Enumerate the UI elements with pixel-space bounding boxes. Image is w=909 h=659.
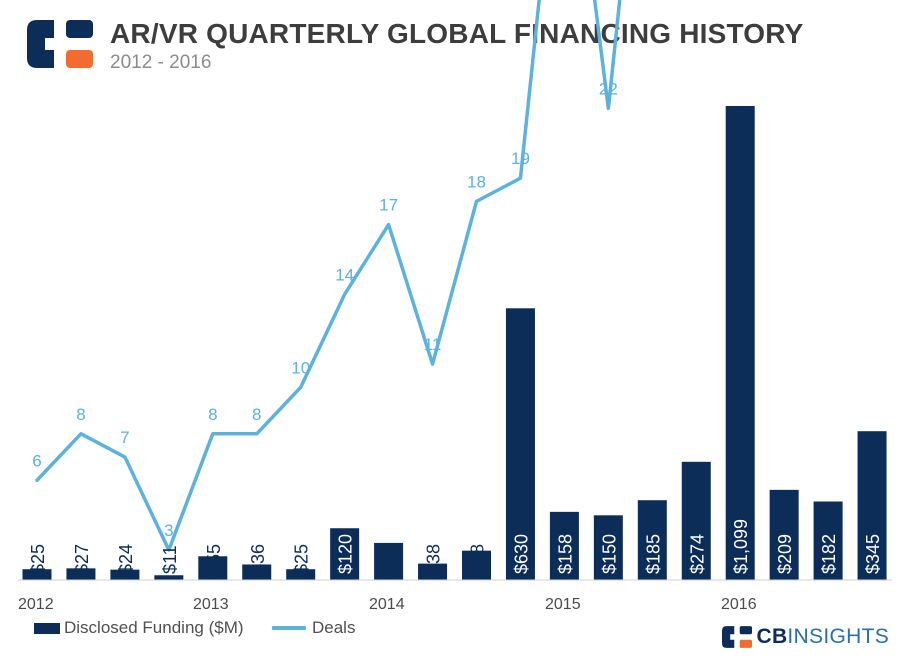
funding-bar-label: $1,099: [731, 519, 751, 574]
funding-bar-label: $25: [292, 544, 312, 574]
funding-bar-label: $345: [863, 534, 883, 574]
funding-bar: [66, 568, 96, 580]
year-label: 2012: [18, 596, 54, 613]
funding-bar: [505, 308, 535, 580]
funding-bar-label: $182: [819, 534, 839, 574]
funding-bar: [110, 569, 140, 580]
brand-logo-icon: [722, 626, 753, 648]
funding-bar-label: $120: [336, 534, 356, 574]
funding-bar: [330, 528, 360, 580]
legend-deals-swatch: [272, 626, 306, 630]
funding-bar-label: $38: [424, 544, 444, 574]
funding-bar-label: $11: [160, 545, 180, 574]
funding-bar: [286, 569, 316, 580]
funding-bar: [593, 515, 623, 580]
legend-funding: Disclosed Funding ($M): [34, 618, 244, 638]
deals-point-label: 18: [467, 172, 486, 191]
year-label: 2013: [193, 596, 229, 613]
deals-point-label: 14: [335, 265, 354, 284]
cb-insights-logo: [27, 20, 93, 68]
brand-strong: CB: [756, 625, 788, 648]
legend-funding-swatch: [34, 622, 60, 634]
logo-c-shape: [27, 20, 54, 68]
funding-bar: [681, 461, 711, 580]
deals-point-label: 17: [379, 196, 398, 215]
chart-subtitle: 2012 - 2016: [110, 52, 212, 73]
bars-layer: [22, 106, 887, 580]
labels-layer: $25 $27 $24 $11 $55 $36 $25 $120 $86 $38 $68 $630 $1…: [28, 79, 883, 574]
brand-light: INSIGHTS: [787, 625, 889, 648]
chart-header: AR/VR QUARTERLY GLOBAL FINANCING HISTORY…: [0, 0, 909, 80]
legend-funding-label: Disclosed Funding ($M): [64, 618, 244, 637]
brand-wordmark: CBINSIGHTS: [756, 625, 889, 649]
deals-line-layer: [35, 0, 622, 552]
deals-point-label: 8: [252, 405, 261, 424]
funding-bar-label: $630: [511, 534, 531, 574]
funding-bar: [769, 489, 799, 580]
funding-bar-label: $158: [555, 534, 575, 574]
funding-bar: [549, 511, 579, 580]
funding-bar: [462, 550, 491, 580]
funding-bar: [198, 556, 228, 580]
deals-point-label: 8: [76, 405, 85, 424]
funding-bar-label: $185: [643, 534, 663, 574]
funding-bar: [637, 500, 667, 580]
year-label: 2016: [721, 596, 757, 613]
deals-point-label: 22: [599, 79, 618, 98]
funding-bar-label: $209: [775, 534, 795, 574]
deals-point-label: 7: [120, 428, 129, 447]
year-label: 2015: [545, 596, 581, 613]
funding-bar-label: $24: [116, 544, 136, 574]
funding-bar: [154, 575, 184, 580]
funding-bar-label: $36: [248, 544, 268, 574]
logo-bottom-right-block: [66, 50, 93, 68]
deals-point-label: 3: [164, 521, 173, 540]
deals-point-label: 10: [291, 358, 310, 377]
deals-point-label: 6: [32, 451, 41, 470]
funding-bar-label: $274: [687, 534, 707, 574]
year-label: 2014: [369, 596, 405, 613]
funding-bar: [374, 542, 404, 580]
logo-top-right-block: [66, 20, 93, 38]
funding-bar: [813, 501, 843, 580]
funding-bar: [725, 106, 755, 580]
funding-bar: [857, 431, 887, 580]
funding-bar-label: $27: [72, 544, 92, 574]
legend-deals: Deals: [272, 618, 355, 638]
deals-point-label: 19: [511, 149, 530, 168]
funding-bar-label: $68: [468, 544, 488, 574]
deals-point-label: 8: [208, 405, 217, 424]
funding-bar-label: $55: [204, 544, 224, 574]
cb-insights-brand: CBINSIGHTS: [722, 625, 889, 649]
deals-line: [35, 0, 622, 552]
year-labels-layer: 2012 2013 2014 2015 2016: [18, 596, 757, 613]
chart-title: AR/VR QUARTERLY GLOBAL FINANCING HISTORY: [110, 18, 804, 49]
funding-bar: [242, 564, 272, 580]
deals-point-label: 11: [424, 335, 442, 354]
funding-bar-label: $150: [599, 534, 619, 574]
funding-bar: [22, 569, 52, 580]
funding-bar-label: $25: [28, 544, 48, 574]
funding-bar: [418, 563, 448, 580]
legend-deals-label: Deals: [312, 618, 356, 637]
funding-bar-label: $86: [380, 544, 400, 574]
